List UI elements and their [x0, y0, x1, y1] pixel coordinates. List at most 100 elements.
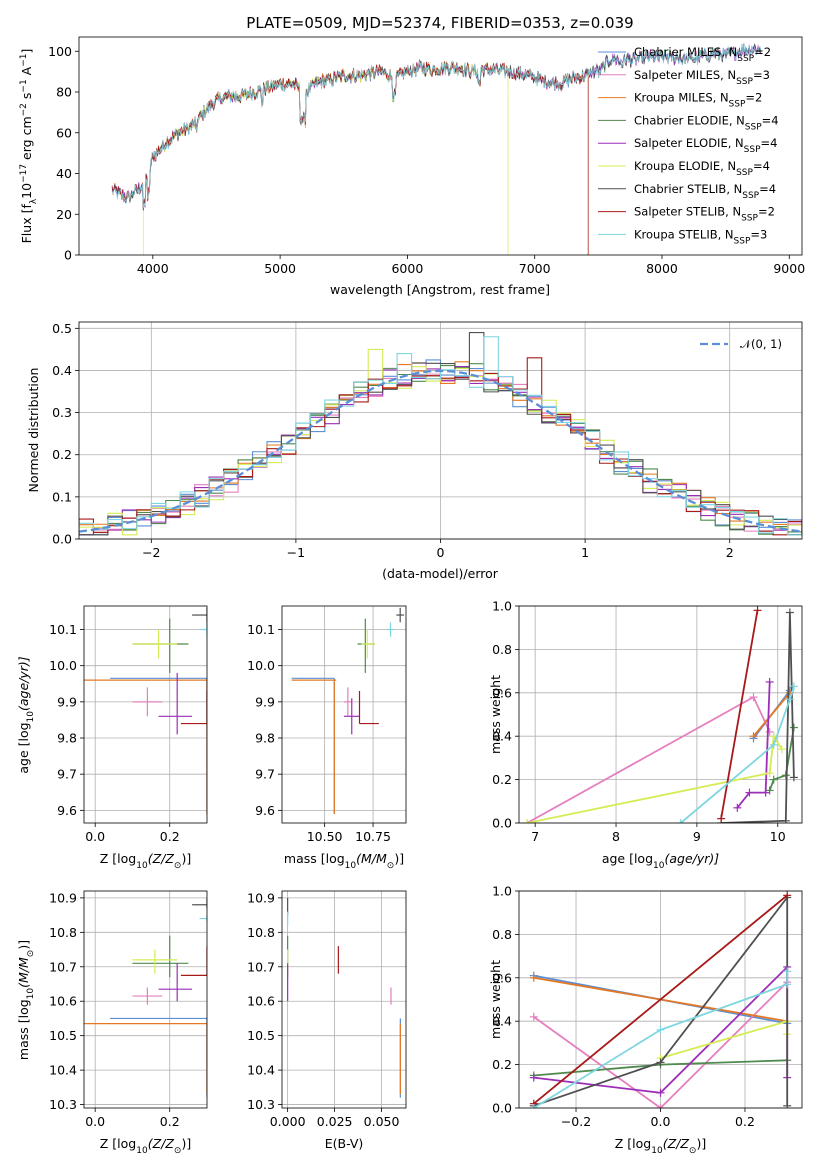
label-part: A — [19, 66, 34, 79]
label-part: =4 — [759, 182, 776, 196]
y-tick-label: 10.5 — [247, 1028, 275, 1043]
label-part: Kroupa STELIB, N — [634, 227, 734, 241]
y-tick-label: 0.6 — [492, 685, 512, 700]
weight-line-kroupa_stelib — [680, 686, 795, 823]
weight-vs-Z-panel: −0.2 0.0 0.2 0.0 0.2 0.4 0.6 0.8 1.0 mass weight Z… — [488, 884, 803, 1156]
legend-label: Kroupa ELODIE, NSSP=4 — [634, 159, 770, 178]
y-tick-label: 0.4 — [492, 1014, 512, 1029]
y-tick-label: 9.6 — [255, 803, 275, 818]
label-part: erg cm — [19, 116, 34, 164]
mass-vs-Z-ylabel: mass [log10(M/M⊙)] — [16, 940, 36, 1060]
y-tick-label: 0 — [64, 248, 72, 263]
y-tick-label: 0.2 — [492, 772, 512, 787]
y-tick-label: 0.1 — [52, 489, 72, 504]
label-part: (Z/Z — [663, 1136, 690, 1151]
label-part: SSP — [742, 191, 759, 201]
y-tick-label: 10.3 — [49, 1097, 77, 1112]
y-tick-label: 0.4 — [52, 363, 72, 378]
label-part: Chabrier MILES, N — [634, 45, 737, 59]
age-vs-Z-panel: 0.0 0.29.69.79.89.910.010.1Z [log10(Z/Z⊙)… — [16, 605, 208, 871]
weight-line-salpeter_elodie — [736, 681, 771, 809]
axes-frame — [518, 605, 803, 824]
y-tick-label: 40 — [56, 166, 72, 181]
label-part: SSP — [737, 54, 754, 64]
x-tick-label: 0.000 — [270, 1114, 306, 1129]
x-tick-label: 1 — [581, 545, 589, 560]
y-tick-label: 10.1 — [247, 622, 275, 637]
label-part: 10 — [345, 861, 357, 871]
y-tick-label: 20 — [56, 207, 72, 222]
y-tick-label: 10.7 — [49, 959, 77, 974]
label-part: SSP — [736, 168, 753, 178]
x-tick-label: 7000 — [519, 261, 551, 276]
label-part: (age/yr)] — [664, 851, 719, 866]
axes-frame — [83, 890, 208, 1109]
label-part: −2 — [19, 103, 29, 116]
y-tick-label: 100 — [48, 44, 72, 59]
label-part: =2 — [758, 205, 775, 219]
weight-line-kroupa_elodie — [526, 733, 783, 823]
x-tick-label: 4000 — [137, 261, 169, 276]
label-part: SSP — [744, 145, 761, 155]
age-vs-mass-panel: 10.50 10.75 9.6 9.7 9.8 9.9 10.0 10.1 mass [log1… — [247, 605, 407, 871]
y-tick-label: 0.4 — [492, 729, 512, 744]
label-part: )] — [181, 851, 191, 866]
y-tick-label: 10.9 — [247, 890, 275, 905]
weight-line-kroupa_miles — [752, 692, 791, 737]
label-part: ⊙ — [174, 1146, 182, 1156]
label-part: (M/M — [356, 851, 387, 866]
mass-vs-Z-panel: 0.0 0.2 10.3 10.4 10.5 10.6 10.7 10.8 10.9 Z [log… — [16, 890, 208, 1156]
legend-label: Chabrier ELODIE, NSSP=4 — [634, 113, 779, 132]
axes-frame — [83, 605, 208, 824]
label-part: −1 — [19, 79, 29, 92]
label-part: mass weight — [488, 960, 503, 1039]
x-tick-label: 5000 — [264, 261, 296, 276]
x-tick-label: 0.0 — [85, 1114, 105, 1129]
age-vs-Z-panel-xlabel: Z [log10(Z/Z⊙)] — [100, 851, 191, 871]
label-part: −17 — [19, 164, 29, 183]
mass-vs-ebv-xlabel: E(B-V) — [325, 1136, 364, 1151]
label-part: ⊙ — [174, 861, 182, 871]
label-part: −1 — [19, 54, 29, 67]
y-tick-label: 10.8 — [247, 925, 275, 940]
x-tick-label: 0.2 — [735, 1114, 755, 1129]
axes-frame — [281, 890, 407, 1109]
label-part: =3 — [753, 68, 770, 82]
y-tick-label: 0.0 — [492, 1101, 512, 1116]
histogram-ylabel: Normed distribution — [26, 368, 41, 493]
x-tick-label: 0 — [437, 545, 445, 560]
y-tick-label: 10.0 — [247, 658, 275, 673]
axes-frame — [518, 890, 803, 1109]
weight-vs-Z-xlabel: Z [log10(Z/Z⊙)] — [615, 1136, 706, 1156]
label-part: )] — [16, 940, 31, 950]
weight-vs-age-panel-ylabel: mass weight — [488, 675, 503, 754]
mass-vs-Z-panel-xlabel: Z [log10(Z/Z⊙)] — [100, 1136, 191, 1156]
label-part: wavelength [Angstrom, rest frame] — [330, 282, 550, 297]
y-tick-label: 10.6 — [247, 994, 275, 1009]
y-tick-label: 10.6 — [49, 994, 77, 1009]
y-tick-label: 0.0 — [492, 816, 512, 831]
label-part: SSP — [736, 77, 753, 87]
label-part: )] — [394, 851, 404, 866]
weight-line-chabrier_stelib — [533, 894, 789, 1107]
label-part: mass [log — [16, 999, 31, 1060]
label-part: =4 — [761, 136, 778, 150]
y-tick-label: 0.5 — [52, 321, 72, 336]
y-tick-label: 10.1 — [49, 622, 77, 637]
x-tick-label: 9 — [693, 829, 701, 844]
y-tick-label: 1.0 — [492, 599, 512, 614]
label-part: 10 — [26, 988, 36, 1000]
x-tick-label: 0.0 — [85, 829, 105, 844]
x-tick-label: 10 — [770, 829, 786, 844]
y-tick-label: 10.3 — [247, 1097, 275, 1112]
errorbars — [287, 897, 401, 1098]
label-part: 10 — [136, 861, 148, 871]
label-part: SSP — [734, 236, 751, 246]
x-tick-label: 0.050 — [364, 1114, 400, 1129]
y-tick-label: 10.0 — [49, 658, 77, 673]
y-tick-label: 0.0 — [52, 532, 72, 547]
label-part: ⊙ — [689, 1146, 697, 1156]
y-tick-label: 9.6 — [57, 803, 77, 818]
y-tick-label: 10.5 — [49, 1028, 77, 1043]
